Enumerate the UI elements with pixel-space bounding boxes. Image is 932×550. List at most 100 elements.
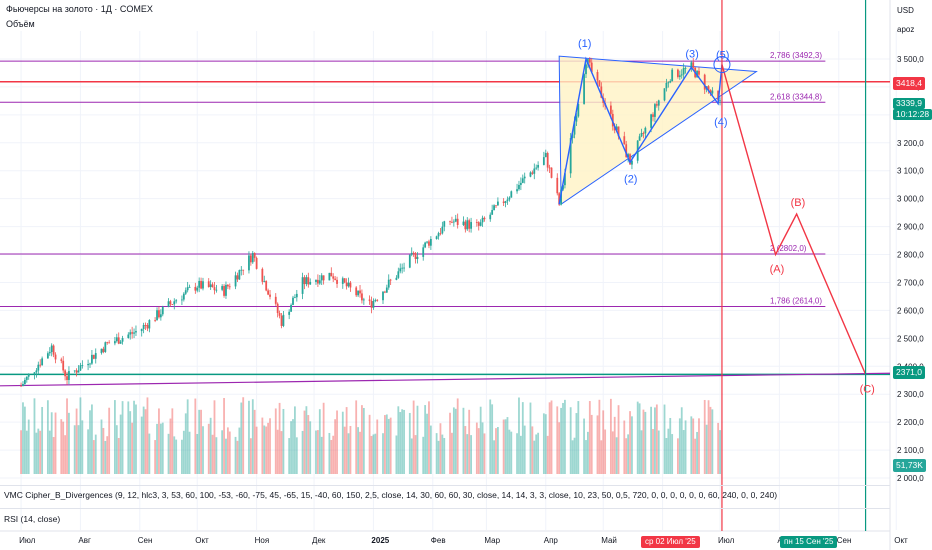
- volume-bar: [667, 428, 670, 474]
- volume-bar: [650, 406, 652, 474]
- volume-bar: [173, 436, 176, 474]
- volume-bar: [159, 423, 162, 474]
- currency-label[interactable]: USD: [897, 6, 914, 15]
- candle-body: [529, 172, 532, 177]
- wave-label: (2): [624, 173, 637, 185]
- candle-body: [416, 256, 419, 260]
- volume-bar: [696, 431, 698, 474]
- volume-bar: [410, 438, 413, 474]
- candle-body: [305, 277, 308, 285]
- volume-bar: [690, 416, 693, 474]
- candle-body: [104, 342, 107, 352]
- volume-bar: [546, 435, 549, 474]
- volume-bar: [309, 421, 312, 474]
- volume-bar: [303, 410, 306, 474]
- volume-bar: [133, 400, 135, 474]
- candle-body: [544, 153, 547, 158]
- volume-bar: [454, 408, 457, 474]
- candle-body: [225, 284, 227, 296]
- candle-body: [236, 275, 239, 280]
- volume-bar: [186, 399, 189, 474]
- volume-bar: [316, 430, 319, 474]
- vmc-indicator-label[interactable]: VMC Cipher_B_Divergences (9, 12, hlc3, 3…: [4, 490, 778, 500]
- volume-bar: [345, 407, 348, 474]
- volume-bar: [564, 399, 566, 474]
- candle-body: [37, 364, 40, 371]
- candle-body: [198, 280, 201, 288]
- volume-bar: [529, 402, 532, 474]
- volume-bar: [638, 403, 641, 474]
- candle-body: [382, 291, 384, 301]
- candle-body: [248, 255, 250, 271]
- volume-bar: [495, 428, 497, 474]
- volume-bar: [135, 404, 137, 474]
- volume-bar: [477, 428, 480, 474]
- candle-body: [276, 303, 279, 314]
- candle-body: [617, 126, 620, 137]
- wave-label: (5): [716, 50, 729, 62]
- candle-body: [489, 214, 492, 220]
- candle-body: [156, 310, 158, 321]
- volume-bar: [355, 400, 358, 474]
- volume-bar: [671, 434, 674, 474]
- price-tag-red: 3418,4: [893, 77, 925, 90]
- volume-bar: [623, 420, 626, 474]
- candle-body: [102, 348, 105, 352]
- volume-bar: [349, 425, 352, 474]
- candle-body: [516, 189, 518, 192]
- volume-bar: [368, 414, 371, 474]
- candle-body: [454, 218, 457, 222]
- candle-body: [223, 286, 225, 296]
- candle-body: [615, 126, 618, 131]
- candle-body: [642, 132, 645, 134]
- candle-body: [609, 105, 612, 114]
- volume-label: Объём: [6, 19, 35, 29]
- volume-bar: [73, 425, 76, 474]
- indicator-separator: [0, 485, 890, 486]
- volume-bar: [611, 431, 614, 474]
- candle-body: [251, 253, 254, 263]
- volume-bar: [424, 405, 427, 474]
- time-tick-label: Июл: [718, 536, 735, 545]
- time-tick-label: Окт: [894, 536, 908, 545]
- candle-body: [677, 69, 679, 77]
- candle-body: [269, 294, 271, 297]
- rsi-indicator-label[interactable]: RSI (14, close): [4, 514, 61, 524]
- volume-bar: [516, 433, 518, 474]
- volume-bar: [161, 422, 164, 474]
- volume-bar: [481, 422, 484, 474]
- candle-body: [33, 372, 36, 375]
- volume-bars: [20, 397, 721, 474]
- candle-body: [667, 82, 670, 84]
- candle-body: [493, 205, 495, 210]
- date-badge-green: пн 15 Сен '25: [780, 536, 838, 548]
- candle-body: [368, 299, 371, 302]
- candle-body: [108, 342, 111, 344]
- volume-bar: [548, 402, 551, 474]
- volume-bar: [146, 397, 149, 474]
- volume-bar: [587, 431, 589, 474]
- volume-bar: [663, 404, 666, 474]
- volume-bar: [318, 409, 321, 474]
- volume-bar: [25, 430, 28, 474]
- volume-bar: [127, 401, 130, 474]
- candle-body: [188, 286, 191, 288]
- candle-body: [564, 173, 566, 186]
- candle-body: [466, 220, 469, 230]
- volume-bar: [636, 401, 639, 474]
- candle-body: [307, 277, 310, 285]
- candle-body: [385, 287, 388, 293]
- candle-body: [504, 201, 507, 203]
- candle-body: [439, 233, 442, 235]
- price-tick-label: 2 500,0: [897, 334, 924, 343]
- candle-body: [282, 314, 285, 326]
- candle-body: [422, 247, 425, 257]
- candle-body: [665, 82, 668, 89]
- volume-bar: [115, 425, 118, 474]
- volume-bar: [625, 438, 628, 474]
- candle-body: [535, 167, 538, 169]
- time-tick-label: Фев: [431, 536, 446, 545]
- volume-bar: [48, 430, 51, 474]
- price-tick-label: 2 000,0: [897, 474, 924, 483]
